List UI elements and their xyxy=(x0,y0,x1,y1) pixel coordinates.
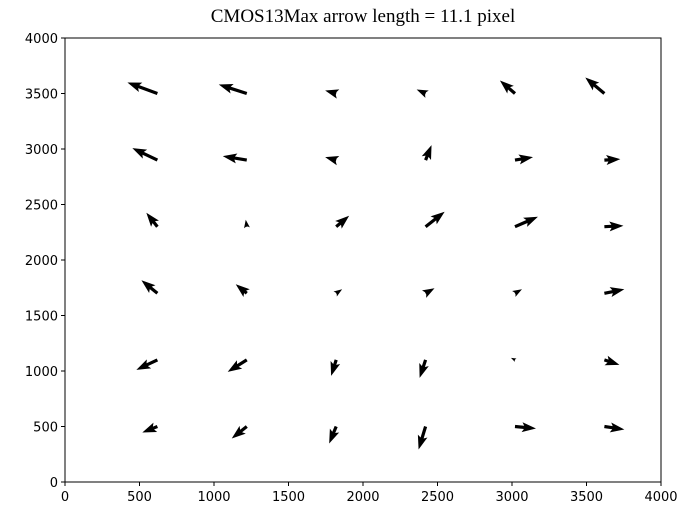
x-tick-label: 3000 xyxy=(495,490,528,505)
y-tick-label: 2500 xyxy=(25,199,58,214)
arrow xyxy=(244,219,250,229)
arrow xyxy=(329,425,340,444)
arrow xyxy=(421,145,432,161)
y-tick-label: 500 xyxy=(33,421,58,436)
arrow xyxy=(424,211,445,228)
arrow xyxy=(231,425,248,439)
x-tick-label: 2000 xyxy=(346,490,379,505)
chart-title: CMOS13Max arrow length = 11.1 pixel xyxy=(211,6,515,27)
y-tick-label: 1000 xyxy=(25,365,58,380)
arrow xyxy=(514,422,536,433)
arrow xyxy=(136,358,159,370)
arrow xyxy=(416,89,429,98)
y-tick-label: 2000 xyxy=(25,254,58,269)
arrow xyxy=(510,357,517,362)
plot-frame xyxy=(64,37,662,483)
arrow xyxy=(604,287,625,297)
arrow xyxy=(585,77,606,95)
y-tick-label: 3000 xyxy=(25,143,58,158)
arrow xyxy=(146,212,159,228)
arrow xyxy=(325,156,340,166)
y-tick-label: 0 xyxy=(50,476,58,491)
arrow xyxy=(235,284,250,298)
arrow xyxy=(604,154,621,165)
arrow xyxy=(218,84,248,96)
arrow xyxy=(142,422,158,433)
arrow xyxy=(603,355,620,366)
arrow xyxy=(604,422,625,433)
arrow xyxy=(222,153,248,164)
arrow xyxy=(499,80,517,95)
x-tick-label: 500 xyxy=(127,490,152,505)
x-tick-label: 4000 xyxy=(644,490,677,505)
x-tick-label: 0 xyxy=(61,490,69,505)
arrow xyxy=(335,215,350,229)
arrow xyxy=(325,89,340,99)
arrow xyxy=(333,289,343,297)
x-tick-label: 1500 xyxy=(272,490,305,505)
arrow xyxy=(227,358,248,372)
arrow xyxy=(417,426,428,450)
arrow xyxy=(141,280,159,295)
x-tick-label: 1000 xyxy=(197,490,230,505)
arrow xyxy=(419,359,429,378)
arrow xyxy=(514,216,538,229)
arrow xyxy=(330,359,341,376)
x-tick-label: 3500 xyxy=(570,490,603,505)
y-tick-label: 3500 xyxy=(25,88,58,103)
y-tick-label: 4000 xyxy=(25,32,58,47)
arrow xyxy=(132,148,159,162)
y-tick-label: 1500 xyxy=(25,310,58,325)
arrow xyxy=(127,82,158,95)
x-tick-label: 2500 xyxy=(421,490,454,505)
arrow xyxy=(604,221,624,232)
arrow xyxy=(514,154,534,165)
arrow xyxy=(422,288,435,298)
arrow xyxy=(512,289,522,297)
